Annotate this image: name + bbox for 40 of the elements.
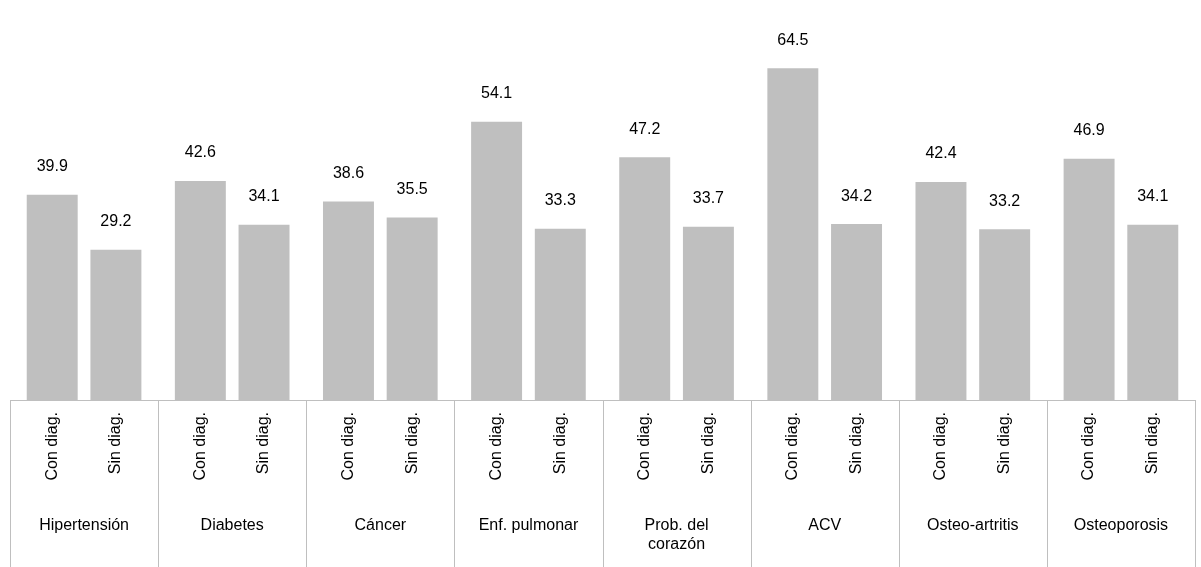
x-tick-label: ACV [808,516,842,534]
x-tick-label: Prob. del corazón [644,516,709,553]
data-label: 38.6 [332,163,365,181]
x-tick-label: Cáncer [354,516,407,534]
x-tick-label: Diabetes [200,516,264,534]
text: Con diag. [783,412,801,481]
text: Con diag. [1079,412,1097,481]
x-tick-label: Osteo-artritis [927,516,1019,534]
data-label: 46.9 [1073,121,1105,139]
text: Con diag. [635,412,653,481]
text: Sin diag. [1143,412,1161,475]
data-label: 34.1 [1137,187,1169,205]
text: Con diag. [190,412,208,481]
data-label: 39.9 [36,157,68,175]
text: Sin diag. [846,412,864,475]
text: Sin diag. [698,412,716,475]
data-label: 33.3 [544,191,576,209]
x-tick-label: Osteoporosis [1073,516,1169,534]
text: Sin diag. [995,412,1013,475]
x-tick-label: Enf. pulmonar [478,516,579,534]
data-label: 47.2 [629,119,661,137]
data-label: 42.4 [925,144,957,162]
data-label: 33.7 [692,189,725,207]
text: Sin diag. [254,412,272,475]
text: Con diag. [338,412,356,481]
data-label: 54.1 [481,84,513,102]
data-label: 64.5 [777,30,809,48]
text: Sin diag. [402,412,420,475]
text: Sin diag. [106,412,124,475]
text: Con diag. [931,412,949,481]
text: Con diag. [42,412,60,481]
data-label: 42.6 [184,143,217,161]
x-tick-label: Hipertensión [39,516,129,534]
data-label: 34.1 [248,187,280,205]
data-label: 35.5 [396,179,428,197]
data-label: 34.2 [840,186,873,204]
data-label: 29.2 [100,212,132,230]
text: Con diag. [487,412,504,481]
text: Sin diag. [550,412,568,475]
data-label: 33.2 [989,191,1021,209]
